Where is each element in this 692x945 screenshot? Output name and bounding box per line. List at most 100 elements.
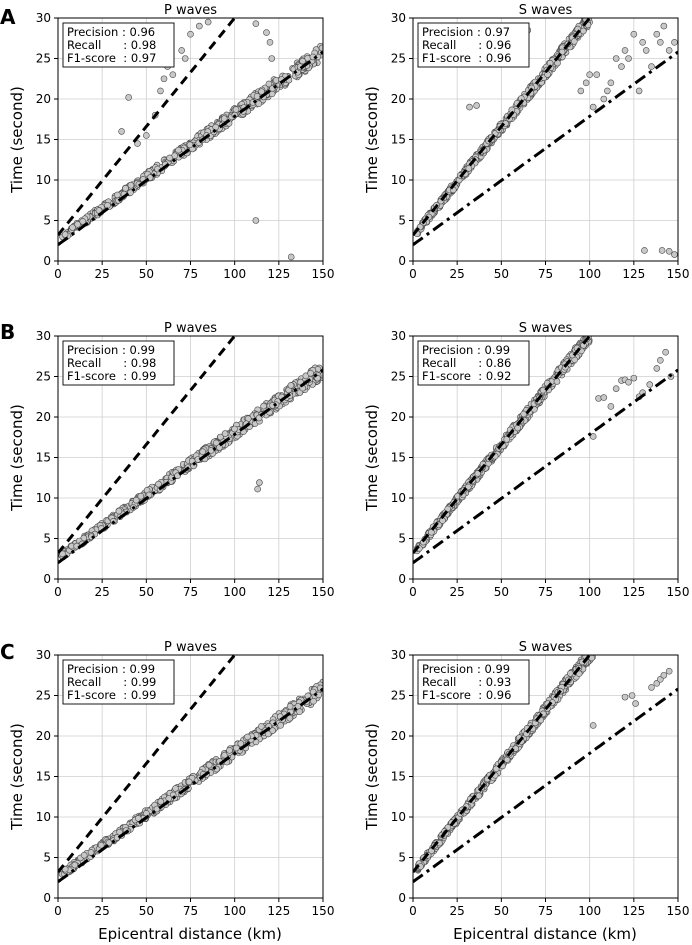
panel-0-ytick-label-0: 0 [43, 254, 51, 268]
panel-0-point [166, 154, 173, 162]
panel-0-point [74, 221, 81, 228]
panel-2-ytick-label-5: 25 [36, 370, 51, 384]
panel-0-outlier-12 [204, 18, 212, 26]
panel-0-point [232, 106, 240, 113]
panel-4-ytick-label-1: 5 [43, 851, 51, 865]
panel-3-ytick-label-4: 20 [391, 410, 406, 424]
panel-0-outlier-15 [287, 253, 295, 261]
panel-5-metric-2: F1-score : 0.96 [422, 688, 511, 702]
panel-2-y-axis-label: Time (second) [8, 404, 26, 512]
panel-1-outlier-24 [665, 47, 673, 54]
panel-2-ytick-label-6: 30 [36, 329, 51, 343]
panel-1-ytick-label-2: 10 [391, 173, 406, 187]
panel-1-outlier-25 [671, 38, 678, 46]
panel-5-ytick-label-0: 0 [398, 891, 406, 905]
panel-1-point [558, 48, 566, 56]
panel-3-outlier-4 [612, 385, 620, 392]
panel-0: 0 25 50 75 100 125 150 0 5 10 15 20 25 30 P waves Time … [8, 3, 334, 281]
panel-5-ref-line-dashed [413, 655, 591, 874]
panel-3-ytick-label-0: 0 [398, 572, 406, 586]
panel-2-point [217, 433, 224, 441]
panel-4-xtick-label-5: 125 [267, 904, 290, 918]
panel-1-outlier-29 [641, 247, 648, 254]
panel-5-title: S waves [519, 640, 573, 655]
panel-1-outlier-8 [593, 71, 601, 78]
panel-2-point [260, 402, 267, 410]
panel-1-point [570, 38, 578, 45]
panel-4-xtick-label-4: 100 [223, 904, 246, 918]
panel-0-ytick-label-5: 25 [36, 52, 51, 66]
panel-1-outlier-27 [665, 247, 673, 255]
panel-0-metric-0: Precision : 0.96 [67, 25, 155, 39]
panel-4-point [80, 851, 88, 859]
panel-3-outlier-14 [662, 348, 669, 356]
panel-4-point [135, 815, 142, 822]
panel-3-outlier-1 [595, 395, 602, 402]
panel-3-metric-2: F1-score : 0.92 [422, 369, 511, 383]
panel-2-ytick-label-3: 15 [36, 451, 51, 465]
panel-5-point [587, 649, 593, 655]
panel-3-metrics-box [417, 340, 530, 386]
panel-1-outlier-15 [625, 55, 632, 62]
panel-3-point [464, 483, 472, 491]
panel-4-point [71, 861, 79, 869]
panel-1-outlier-26 [658, 247, 666, 254]
panel-0-outlier-2 [134, 140, 141, 147]
panel-4-metric-2: F1-score : 0.99 [67, 688, 156, 702]
panel-5-xtick-label-3: 75 [538, 904, 553, 918]
panel-0-ref-line-dash-dot [58, 50, 323, 247]
panel-0-point [61, 231, 69, 238]
panel-2-ytick-label-4: 20 [36, 410, 51, 424]
panel-3-outlier-13 [657, 356, 664, 364]
panel-1-xtick-label-0: 0 [409, 267, 417, 281]
panel-0-ytick-label-2: 10 [36, 173, 51, 187]
panel-3-xtick-label-5: 125 [622, 585, 645, 599]
panel-5-xtick-label-2: 50 [494, 904, 509, 918]
panel-0-point [212, 123, 219, 131]
panel-0-outlier-19 [268, 55, 276, 62]
panel-5-ytick-label-3: 15 [391, 770, 406, 784]
panel-5-xtick-label-0: 0 [409, 904, 417, 918]
panel-3-outlier-7 [625, 378, 632, 386]
panel-3-xtick-label-4: 100 [578, 585, 601, 599]
panel-1-outlier-22 [657, 38, 664, 46]
panel-3-title: S waves [519, 321, 573, 336]
row-label-b: B [0, 320, 15, 344]
panel-3-point [553, 378, 561, 385]
panel-4-point [237, 740, 245, 747]
panel-4-data [58, 655, 323, 884]
panel-0-outlier-16 [252, 20, 260, 27]
panel-0-point [258, 88, 265, 95]
panel-5-data [413, 649, 678, 884]
panel-3-point [520, 410, 528, 418]
panel-0-xtick-label-2: 50 [139, 267, 154, 281]
panel-2-point [231, 425, 238, 433]
panel-0-outlier-11 [196, 22, 203, 30]
panel-3-point [539, 386, 547, 394]
panel-4: 0 25 50 75 100 125 150 0 5 10 15 20 25 30 P waves Time … [8, 640, 334, 918]
panel-2-point [255, 414, 263, 422]
panel-2-xtick-label-3: 75 [183, 585, 198, 599]
panel-2-ytick-label-0: 0 [43, 572, 51, 586]
panel-0-xtick-label-1: 25 [95, 267, 110, 281]
panel-0-metric-2: F1-score : 0.97 [67, 51, 156, 65]
panel-0-ytick-label-4: 20 [36, 92, 51, 106]
panel-4-xtick-label-6: 150 [312, 904, 335, 918]
panel-1-xtick-label-5: 125 [622, 267, 645, 281]
panel-2-ref-line-dashed [58, 336, 236, 555]
panel-4-ref-line-dash-dot [58, 687, 323, 884]
panel-3-outlier-11 [646, 381, 654, 388]
panel-4-point [257, 723, 265, 730]
panel-3-data [413, 336, 678, 565]
panel-1-outlier-16 [630, 30, 638, 38]
panel-0-outlier-8 [169, 71, 177, 78]
panel-0-point [253, 93, 261, 100]
panel-4-point [286, 703, 294, 710]
panel-1-outlier-7 [589, 103, 597, 111]
panel-1-ytick-label-5: 25 [391, 52, 406, 66]
panel-1-metric-2: F1-score : 0.96 [422, 51, 511, 65]
panel-0-y-axis-label: Time (second) [8, 86, 26, 194]
panel-1-outlier-0 [466, 103, 473, 111]
